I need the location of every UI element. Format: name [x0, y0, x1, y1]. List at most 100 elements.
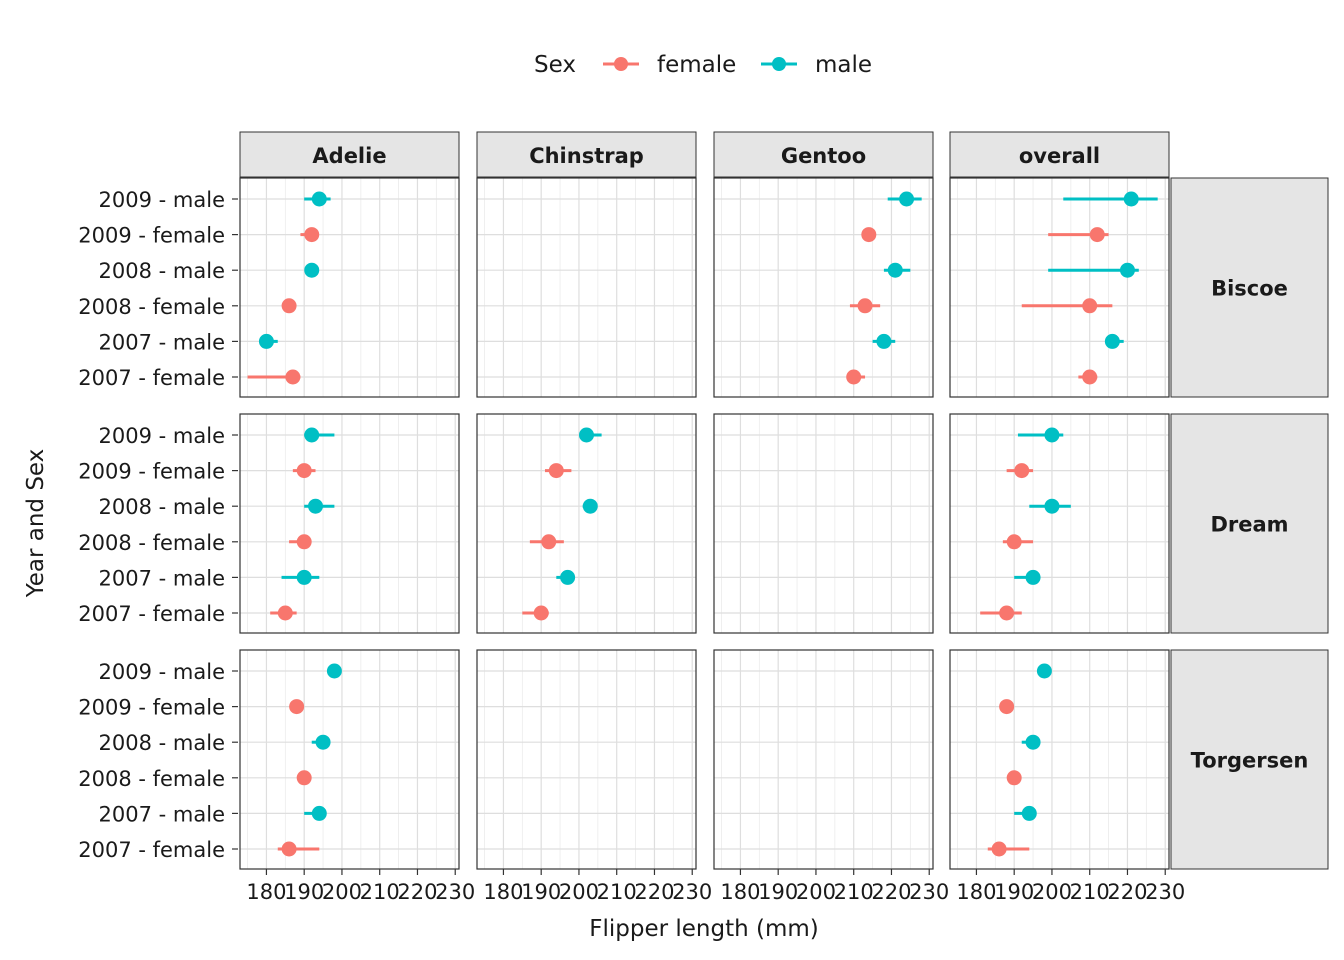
y-tick-label: 2008 - male — [99, 495, 225, 519]
data-point-male — [1119, 262, 1135, 278]
y-tick-label: 2008 - female — [78, 295, 225, 319]
data-point-male — [899, 191, 915, 207]
panel-torgersen-overall — [949, 649, 1170, 870]
y-tick-label: 2009 - female — [78, 696, 225, 720]
x-tick-label: 180 — [483, 880, 523, 904]
legend-title: Sex — [534, 52, 576, 78]
data-point-male — [876, 333, 892, 349]
data-point-female — [1014, 463, 1030, 479]
data-point-male — [1044, 427, 1060, 443]
data-point-male — [304, 427, 320, 443]
data-point-male — [1021, 805, 1037, 821]
panel-biscoe-gentoo — [713, 177, 934, 398]
column-strip-label-chinstrap: Chinstrap — [529, 144, 644, 168]
x-tick-label: 210 — [597, 880, 637, 904]
data-point-male — [308, 498, 324, 514]
legend-key-female: female — [603, 52, 736, 78]
panel-background — [477, 650, 696, 869]
data-point-male — [1025, 569, 1041, 585]
x-tick-label: 190 — [994, 880, 1034, 904]
y-tick-label: 2008 - female — [78, 531, 225, 555]
panel-background — [714, 178, 933, 397]
data-point-female — [1006, 534, 1022, 550]
x-tick-label: 230 — [435, 880, 475, 904]
data-point-female — [999, 699, 1015, 715]
panel-background — [950, 650, 1169, 869]
data-point-female — [861, 227, 877, 243]
data-point-male — [579, 427, 594, 443]
column-strip-gentoo — [713, 131, 934, 178]
y-tick-label: 2007 - male — [99, 802, 225, 826]
x-tick-label: 180 — [720, 880, 760, 904]
data-point-male — [315, 734, 331, 750]
data-point-male — [1036, 663, 1052, 679]
data-point-female — [857, 298, 873, 314]
x-tick-label: 220 — [634, 880, 674, 904]
panel-border — [239, 413, 460, 634]
panel-dream-gentoo — [713, 413, 934, 634]
data-point-female — [1082, 298, 1098, 314]
panel-border — [713, 413, 934, 634]
data-point-male — [1025, 734, 1041, 750]
panel-border — [239, 649, 460, 870]
column-strip-chinstrap — [476, 131, 697, 178]
data-point-male — [258, 333, 274, 349]
y-tick-label: 2009 - male — [99, 188, 225, 212]
legend-label-male: male — [815, 52, 872, 78]
panel-border — [713, 177, 934, 398]
data-point-male — [1044, 498, 1060, 514]
x-tick-label: 200 — [796, 880, 836, 904]
data-point-female — [277, 605, 293, 621]
panel-background — [240, 178, 459, 397]
panel-dream-overall — [949, 413, 1170, 634]
legend-key-male: male — [761, 52, 872, 78]
row-strip-torgersen — [1170, 649, 1329, 870]
y-tick-label: 2009 - female — [78, 224, 225, 248]
data-point-female — [304, 227, 320, 243]
x-tick-label: 230 — [909, 880, 949, 904]
panel-torgersen-gentoo — [713, 649, 934, 870]
legend-label-female: female — [657, 52, 736, 78]
column-strip-label-adelie: Adelie — [312, 144, 386, 168]
panel-background — [714, 650, 933, 869]
panel-background — [240, 650, 459, 869]
panel-biscoe-overall — [949, 177, 1170, 398]
x-tick-label: 210 — [1070, 880, 1110, 904]
row-strip-label-dream: Dream — [1210, 513, 1288, 537]
panel-background — [477, 414, 696, 633]
data-point-male — [887, 262, 903, 278]
panel-border — [949, 177, 1170, 398]
data-point-female — [991, 841, 1007, 857]
panel-biscoe-chinstrap — [476, 177, 697, 398]
column-strip-overall — [949, 131, 1170, 178]
data-point-female — [296, 534, 312, 550]
data-point-female — [289, 699, 305, 715]
data-point-male — [1123, 191, 1139, 207]
data-point-female — [548, 463, 564, 479]
y-tick-label: 2009 - male — [99, 424, 225, 448]
x-tick-label: 220 — [1107, 880, 1147, 904]
y-tick-label: 2009 - female — [78, 460, 225, 484]
panel-biscoe-adelie — [239, 177, 460, 398]
panel-background — [240, 414, 459, 633]
panel-torgersen-adelie — [239, 649, 460, 870]
y-tick-label: 2007 - female — [78, 602, 225, 626]
panel-dream-chinstrap — [476, 413, 697, 634]
row-strip-dream — [1170, 413, 1329, 634]
y-tick-label: 2009 - male — [99, 660, 225, 684]
panel-border — [476, 649, 697, 870]
legend-point-male — [772, 57, 786, 71]
y-tick-label: 2008 - male — [99, 259, 225, 283]
legend: Sex female male — [534, 52, 872, 78]
panel-dream-adelie — [239, 413, 460, 634]
data-point-female — [1089, 227, 1105, 243]
data-point-female — [296, 463, 312, 479]
column-strip-label-gentoo: Gentoo — [781, 144, 866, 168]
y-tick-label: 2007 - male — [99, 330, 225, 354]
data-point-male — [1104, 333, 1120, 349]
panel-border — [949, 649, 1170, 870]
x-tick-label: 180 — [246, 880, 286, 904]
x-tick-label: 190 — [284, 880, 324, 904]
y-axis-title: Year and Sex — [23, 449, 49, 599]
data-point-male — [311, 191, 327, 207]
